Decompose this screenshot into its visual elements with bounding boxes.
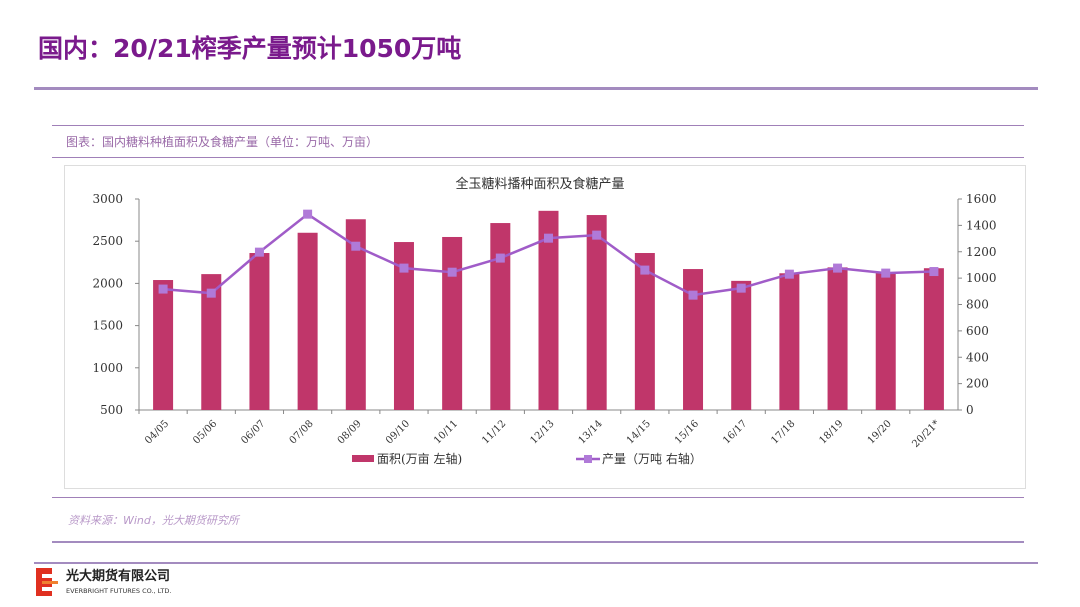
bar xyxy=(297,232,318,410)
legend-line-marker xyxy=(584,455,592,463)
bar xyxy=(586,215,607,410)
left-tick-label: 2000 xyxy=(92,276,123,290)
x-tick-label: 04/05 xyxy=(143,418,171,446)
x-tick-label: 15/16 xyxy=(673,418,701,446)
bar xyxy=(153,280,174,410)
line-marker xyxy=(254,247,264,257)
bar xyxy=(827,267,848,410)
bar xyxy=(683,269,704,410)
right-tick-label: 800 xyxy=(966,298,989,312)
left-tick-label: 3000 xyxy=(92,192,123,206)
bar xyxy=(201,274,222,410)
page-title: 国内：20/21榨季产量预计1050万吨 xyxy=(38,34,462,63)
left-tick-label: 2500 xyxy=(92,234,123,248)
bar xyxy=(731,280,752,410)
caption-top-line xyxy=(52,125,1024,126)
x-tick-label: 11/12 xyxy=(480,418,508,446)
company-name-cn: 光大期货有限公司 xyxy=(66,569,171,584)
x-tick-label: 19/20 xyxy=(866,418,894,446)
line-marker xyxy=(833,263,843,273)
x-tick-label: 05/06 xyxy=(191,418,219,446)
right-tick-label: 600 xyxy=(966,324,989,338)
x-tick-label: 20/21* xyxy=(910,418,942,450)
caption-bottom-line xyxy=(52,157,1024,158)
line-marker xyxy=(688,290,698,300)
line-marker xyxy=(447,267,457,277)
line-marker xyxy=(495,253,505,263)
right-tick-label: 1000 xyxy=(966,271,997,285)
bar xyxy=(442,236,463,410)
line-marker xyxy=(351,241,361,251)
bar xyxy=(345,219,366,410)
bar xyxy=(634,253,655,410)
x-tick-label: 07/08 xyxy=(288,418,316,446)
right-tick-label: 1200 xyxy=(966,245,997,259)
legend-bar-label: 面积(万亩 左轴) xyxy=(377,451,462,466)
x-tick-label: 12/13 xyxy=(528,418,556,446)
bar xyxy=(923,268,944,410)
legend-line-label: 产量（万吨 右轴） xyxy=(602,451,702,466)
left-tick-label: 500 xyxy=(100,403,123,417)
line-marker xyxy=(784,269,794,279)
x-tick-label: 13/14 xyxy=(577,418,605,446)
line-marker xyxy=(544,233,553,243)
line-marker xyxy=(206,288,216,298)
company-logo xyxy=(36,568,58,596)
chart-frame xyxy=(64,165,1026,489)
bar xyxy=(249,253,270,410)
line-marker xyxy=(929,267,939,277)
bar xyxy=(779,273,800,410)
x-tick-label: 09/10 xyxy=(384,418,412,446)
right-tick-label: 200 xyxy=(966,377,989,391)
x-tick-label: 16/17 xyxy=(721,418,749,446)
footer-divider xyxy=(34,562,1038,564)
line-marker xyxy=(158,284,168,294)
left-tick-label: 1000 xyxy=(92,361,123,375)
figure-caption: 图表：国内糖料种植面积及食糖产量（单位：万吨、万亩） xyxy=(66,135,379,149)
right-tick-label: 400 xyxy=(966,350,989,364)
line-marker xyxy=(640,265,650,275)
left-tick-label: 1500 xyxy=(92,319,123,333)
bar xyxy=(875,272,896,410)
title-divider xyxy=(34,87,1038,90)
legend-bar-swatch xyxy=(352,455,374,462)
bar xyxy=(393,242,414,410)
line-marker xyxy=(881,268,891,278)
bar xyxy=(538,210,559,410)
x-tick-label: 10/11 xyxy=(432,418,460,446)
chart: 全玉糖料播种面积及食糖产量 500 1000 1500 2000 2500 3000 0 200… xyxy=(92,176,997,466)
line-marker xyxy=(399,263,409,273)
x-tick-label: 18/19 xyxy=(818,418,846,446)
right-tick-label: 1400 xyxy=(966,218,997,232)
right-tick-label: 1600 xyxy=(966,192,997,206)
x-tick-label: 14/15 xyxy=(625,418,653,446)
chart-title: 全玉糖料播种面积及食糖产量 xyxy=(455,176,624,192)
bar xyxy=(490,223,511,410)
source-top-line xyxy=(52,497,1024,498)
line-marker xyxy=(736,283,746,293)
x-tick-label: 17/18 xyxy=(769,418,797,446)
source-bottom-line xyxy=(52,541,1024,543)
x-tick-label: 06/07 xyxy=(239,418,267,446)
right-tick-label: 0 xyxy=(966,403,974,417)
source-note: 资料来源：Wind，光大期货研究所 xyxy=(68,514,239,527)
line-marker xyxy=(303,209,313,219)
x-tick-label: 08/09 xyxy=(336,418,364,446)
company-name-en: EVERBRIGHT FUTURES CO., LTD. xyxy=(66,587,172,595)
line-marker xyxy=(592,230,602,240)
